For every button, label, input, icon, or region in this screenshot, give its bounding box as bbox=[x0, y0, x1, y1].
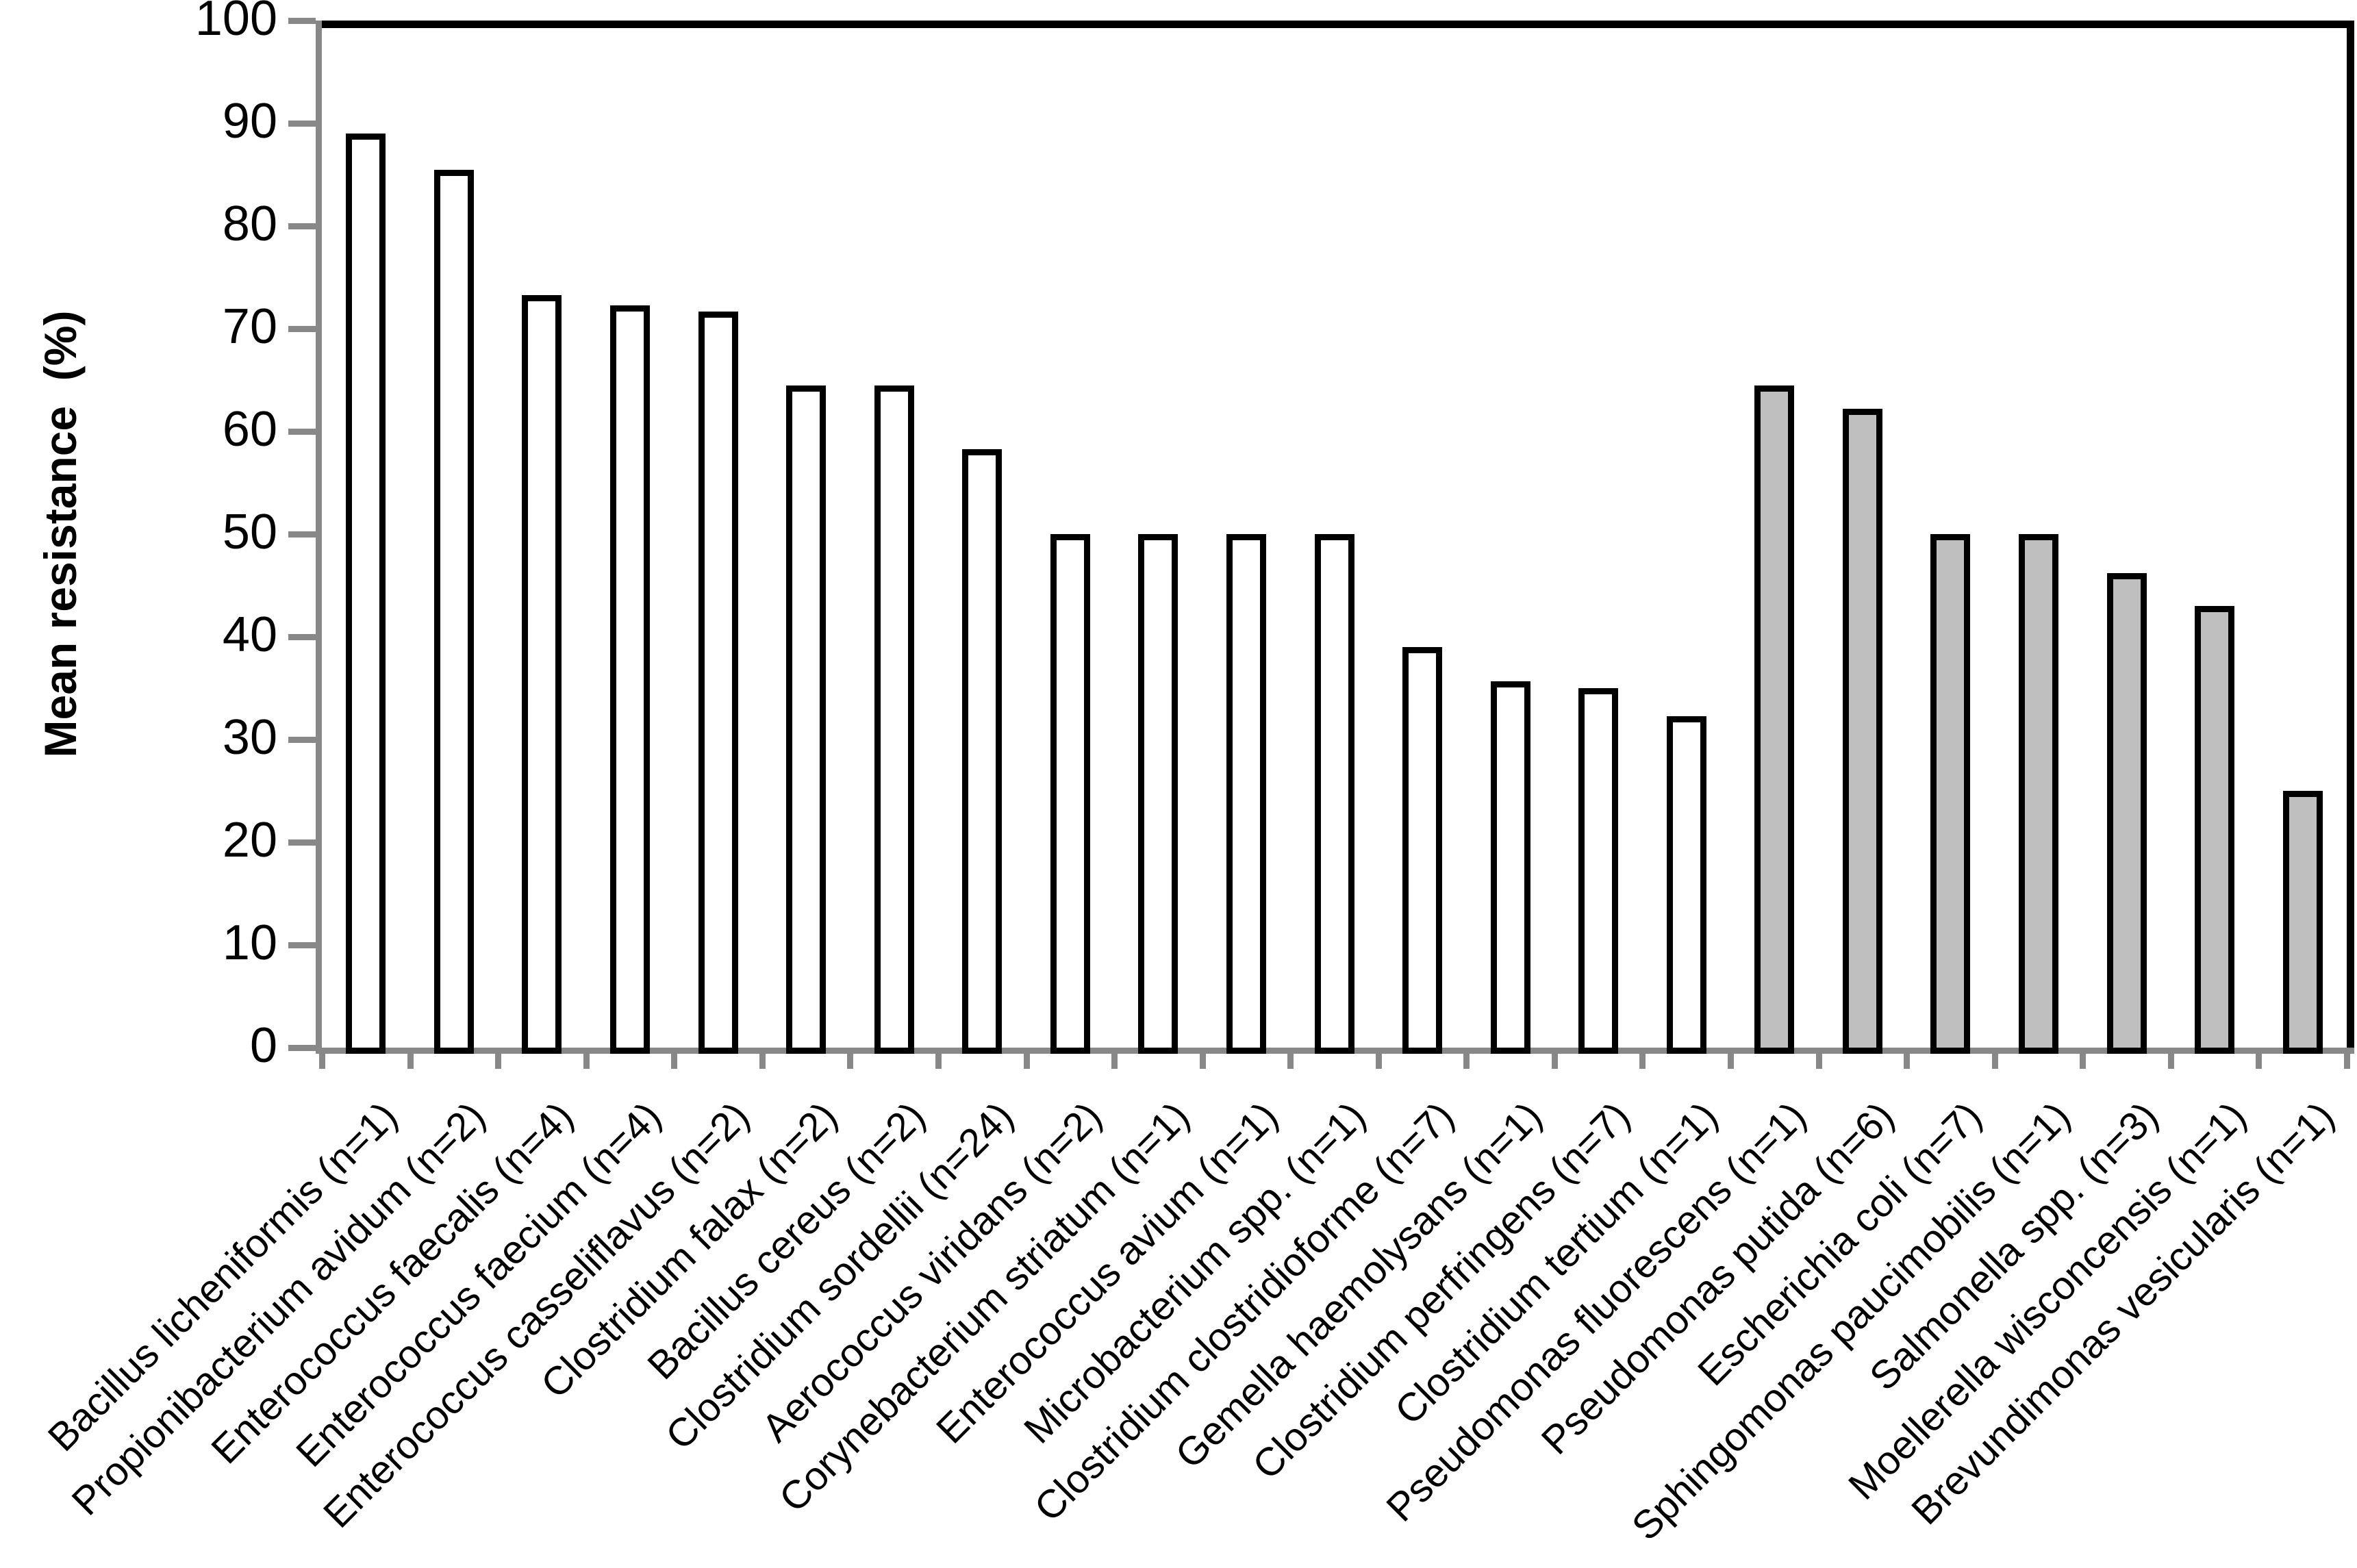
x-axis-tick bbox=[847, 1048, 854, 1069]
bar-7 bbox=[874, 385, 914, 1054]
y-axis-tick bbox=[288, 634, 316, 640]
x-axis-tick bbox=[671, 1048, 678, 1069]
bar-4 bbox=[609, 305, 650, 1054]
x-axis-tick bbox=[1287, 1048, 1294, 1069]
x-axis-tick bbox=[2344, 1048, 2350, 1069]
x-axis-tick bbox=[1904, 1048, 1911, 1069]
y-axis-tick bbox=[288, 223, 316, 229]
y-axis-tick bbox=[288, 942, 316, 948]
y-tick-label: 40 bbox=[222, 607, 277, 663]
x-axis-tick bbox=[1375, 1048, 1382, 1069]
plot-frame-top-border bbox=[316, 21, 2354, 28]
bar-22 bbox=[2195, 606, 2235, 1054]
bar-8 bbox=[962, 448, 1003, 1054]
bar-16 bbox=[1666, 716, 1706, 1054]
bar-9 bbox=[1050, 534, 1090, 1054]
x-axis-tick bbox=[1991, 1048, 1998, 1069]
x-axis-tick bbox=[1463, 1048, 1470, 1069]
bar-15 bbox=[1578, 688, 1619, 1054]
y-tick-label: 100 bbox=[194, 0, 277, 47]
x-axis-tick bbox=[319, 1048, 325, 1069]
y-axis-tick bbox=[288, 429, 316, 435]
x-axis-tick bbox=[495, 1048, 502, 1069]
bar-3 bbox=[522, 294, 562, 1054]
y-axis-tick bbox=[288, 121, 316, 127]
bar-19 bbox=[1930, 534, 1971, 1054]
y-tick-label: 10 bbox=[222, 915, 277, 971]
bar-6 bbox=[786, 385, 827, 1054]
plot-frame-right-border bbox=[2347, 21, 2354, 1054]
y-axis-tick bbox=[288, 18, 316, 24]
x-axis-tick bbox=[2080, 1048, 2087, 1069]
bar-13 bbox=[1402, 647, 1443, 1054]
x-axis-tick bbox=[759, 1048, 766, 1069]
bar-14 bbox=[1490, 681, 1530, 1054]
x-axis-tick bbox=[1815, 1048, 1822, 1069]
x-axis-tick bbox=[1551, 1048, 1558, 1069]
x-axis-tick bbox=[407, 1048, 414, 1069]
x-axis-tick bbox=[1023, 1048, 1030, 1069]
bar-17 bbox=[1754, 385, 1795, 1054]
y-axis-tick bbox=[288, 1045, 316, 1051]
bar-18 bbox=[1842, 409, 1882, 1054]
x-axis-tick bbox=[2256, 1048, 2263, 1069]
y-axis-line bbox=[316, 21, 322, 1054]
bar-23 bbox=[2282, 791, 2323, 1054]
y-tick-label: 50 bbox=[222, 505, 277, 560]
bar-5 bbox=[698, 311, 738, 1054]
bar-10 bbox=[1138, 534, 1178, 1054]
y-tick-label: 0 bbox=[249, 1018, 277, 1074]
x-axis-tick bbox=[1199, 1048, 1206, 1069]
x-axis-tick bbox=[1111, 1048, 1118, 1069]
y-tick-label: 90 bbox=[222, 94, 277, 149]
y-tick-label: 80 bbox=[222, 197, 277, 252]
y-tick-label: 70 bbox=[222, 299, 277, 355]
x-axis-tick bbox=[1639, 1048, 1646, 1069]
x-axis-category-label: Enterococcus faecalis (n=4) bbox=[203, 1093, 582, 1473]
x-axis-tick bbox=[583, 1048, 590, 1069]
bar-2 bbox=[433, 169, 474, 1054]
x-axis-tick bbox=[2167, 1048, 2174, 1069]
x-axis-tick bbox=[1728, 1048, 1735, 1069]
y-tick-label: 30 bbox=[222, 710, 277, 766]
bar-20 bbox=[2019, 534, 2059, 1054]
bar-21 bbox=[2106, 573, 2147, 1054]
y-axis-tick bbox=[288, 531, 316, 538]
bar-1 bbox=[346, 134, 386, 1054]
y-tick-label: 20 bbox=[222, 813, 277, 868]
x-axis-tick bbox=[935, 1048, 942, 1069]
bar-12 bbox=[1314, 534, 1354, 1054]
y-axis-tick bbox=[288, 737, 316, 743]
y-axis-title: Mean resistance (%) bbox=[35, 310, 86, 758]
y-axis-tick bbox=[288, 326, 316, 332]
y-axis-tick bbox=[288, 839, 316, 846]
bar-11 bbox=[1226, 534, 1266, 1054]
y-tick-label: 60 bbox=[222, 402, 277, 457]
